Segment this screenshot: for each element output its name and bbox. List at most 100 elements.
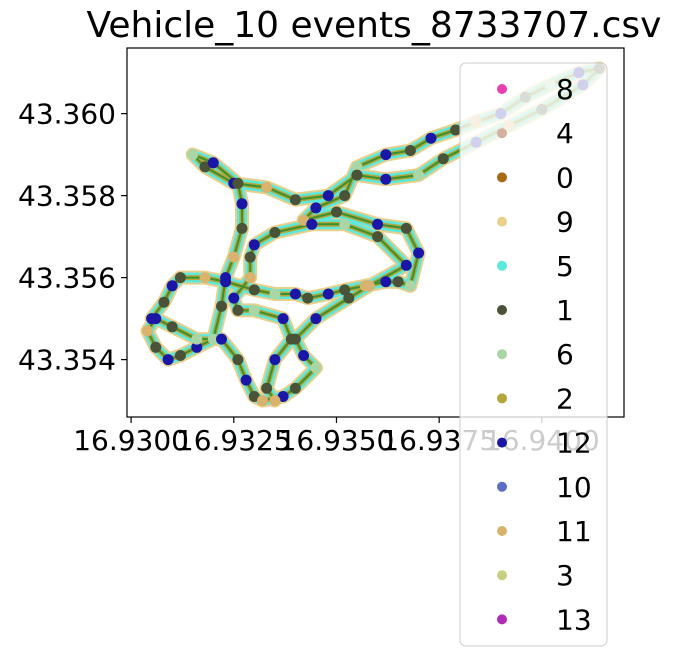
axes-frame bbox=[126, 47, 625, 418]
route-point bbox=[248, 304, 260, 316]
legend-marker-1 bbox=[497, 305, 507, 315]
legend-marker-0 bbox=[497, 172, 507, 183]
legend-label-8: 8 bbox=[556, 73, 574, 106]
route-point bbox=[244, 272, 256, 284]
route-point bbox=[187, 149, 199, 161]
route-point bbox=[400, 259, 412, 271]
route-point bbox=[228, 292, 240, 304]
route-point bbox=[372, 231, 384, 243]
route-point bbox=[298, 350, 310, 361]
legend-marker-6 bbox=[497, 349, 507, 360]
chart-title: Vehicle_10 events_8733707.csv bbox=[87, 5, 662, 46]
route-point bbox=[236, 198, 248, 210]
route-point bbox=[248, 284, 260, 296]
legend-label-12: 12 bbox=[556, 427, 592, 460]
legend-marker-3 bbox=[497, 570, 507, 581]
route-point bbox=[166, 321, 178, 333]
route-point bbox=[150, 341, 162, 353]
legend-label-13: 13 bbox=[556, 603, 592, 636]
route-point bbox=[261, 181, 273, 193]
route-point bbox=[269, 354, 281, 366]
route-point bbox=[343, 292, 355, 304]
route-point bbox=[306, 218, 318, 230]
route-point bbox=[166, 280, 178, 292]
route-point bbox=[232, 354, 244, 366]
route-point bbox=[437, 153, 449, 165]
route-point bbox=[339, 190, 351, 202]
route-point bbox=[236, 222, 248, 234]
route-point bbox=[207, 157, 219, 169]
legend-marker-8 bbox=[497, 84, 507, 94]
route-point bbox=[380, 276, 392, 288]
route-point bbox=[228, 251, 240, 263]
legend-label-6: 6 bbox=[556, 338, 574, 371]
legend-label-3: 3 bbox=[556, 559, 574, 592]
route-point bbox=[351, 161, 363, 173]
route-point bbox=[174, 272, 186, 284]
legend-marker-4 bbox=[497, 128, 507, 139]
legend-marker-2 bbox=[497, 393, 507, 404]
legend-label-9: 9 bbox=[556, 206, 574, 239]
route-point bbox=[404, 145, 416, 156]
route-point bbox=[269, 227, 281, 238]
legend-label-0: 0 bbox=[556, 161, 574, 194]
route-point bbox=[207, 333, 219, 345]
route-point bbox=[363, 280, 375, 292]
route-point bbox=[380, 149, 392, 161]
route-point bbox=[310, 362, 322, 374]
x-tick-label: 16.9350 bbox=[279, 424, 395, 457]
route-point bbox=[216, 333, 227, 345]
route-point bbox=[232, 304, 244, 316]
route-point bbox=[413, 247, 425, 259]
route-point bbox=[331, 206, 342, 218]
route-point bbox=[261, 382, 273, 394]
route-point bbox=[351, 169, 363, 181]
y-tick-label: 43.356 bbox=[18, 262, 116, 295]
route-point bbox=[220, 272, 232, 284]
route-point bbox=[248, 239, 260, 251]
route-point bbox=[142, 325, 153, 337]
route-point bbox=[162, 354, 174, 366]
route-point bbox=[191, 341, 203, 353]
y-tick-label: 43.354 bbox=[18, 344, 116, 377]
route-point bbox=[199, 161, 211, 173]
legend-label-11: 11 bbox=[556, 515, 592, 548]
route-point bbox=[310, 313, 322, 325]
legend-label-1: 1 bbox=[556, 294, 574, 327]
legend-label-10: 10 bbox=[556, 471, 592, 504]
route-point bbox=[404, 280, 416, 292]
route-point bbox=[339, 218, 351, 230]
route-point bbox=[277, 313, 289, 325]
route-point bbox=[425, 132, 437, 144]
legend-marker-12 bbox=[497, 437, 507, 448]
route-point bbox=[298, 214, 310, 226]
legend-marker-5 bbox=[497, 260, 507, 271]
x-tick-label: 16.9300 bbox=[73, 424, 189, 457]
legend: 8 4 0 9 5 1 6 2 12 10 11 3 13 bbox=[459, 62, 608, 647]
legend-marker-13 bbox=[497, 614, 507, 625]
route-point bbox=[232, 177, 244, 189]
route-point bbox=[277, 391, 289, 402]
route-point bbox=[289, 288, 301, 300]
legend-label-5: 5 bbox=[556, 250, 574, 283]
route-point bbox=[285, 333, 297, 345]
route-point bbox=[380, 173, 392, 185]
route-point bbox=[289, 382, 301, 394]
route-point bbox=[174, 350, 186, 361]
route-point bbox=[216, 300, 227, 312]
route-point bbox=[392, 276, 404, 288]
route-point bbox=[269, 288, 281, 300]
y-tick-label: 43.360 bbox=[18, 98, 116, 131]
route-point bbox=[240, 374, 252, 386]
route-point bbox=[191, 333, 203, 345]
legend-label-4: 4 bbox=[556, 117, 574, 150]
route-point bbox=[413, 169, 425, 181]
legend-box bbox=[459, 62, 608, 647]
legend-marker-11 bbox=[497, 526, 507, 536]
legend-marker-9 bbox=[497, 216, 507, 227]
route-point bbox=[150, 313, 162, 325]
route-point bbox=[248, 391, 260, 402]
route-point bbox=[289, 194, 301, 206]
route-point bbox=[322, 190, 334, 202]
